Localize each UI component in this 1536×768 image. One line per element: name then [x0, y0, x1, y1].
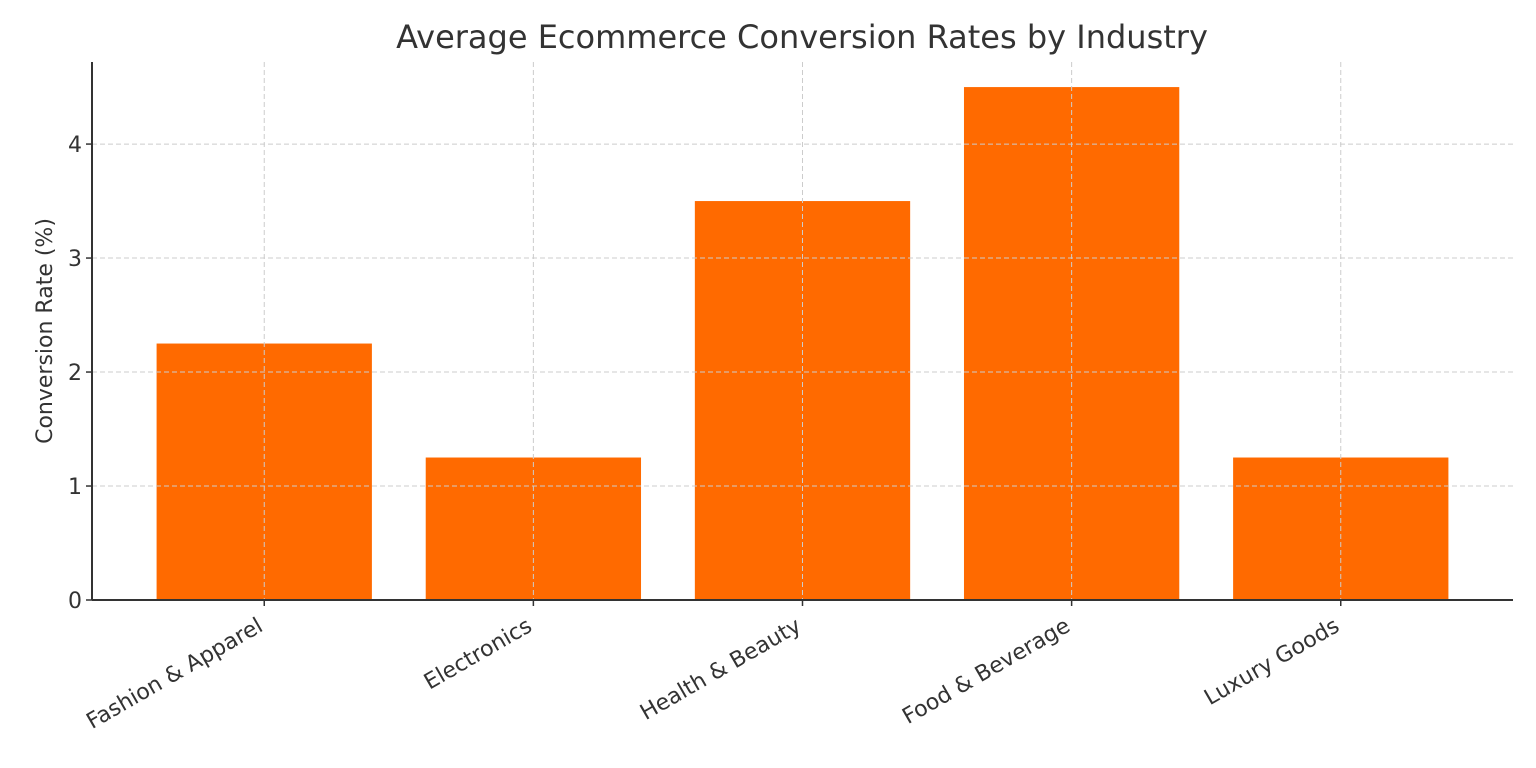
chart-title: Average Ecommerce Conversion Rates by In…: [396, 18, 1208, 56]
x-tick-label: Fashion & Apparel: [83, 614, 268, 735]
x-tick-label: Health & Beauty: [636, 614, 805, 726]
y-axis-label: Conversion Rate (%): [33, 218, 58, 444]
x-tick-label: Luxury Goods: [1200, 614, 1343, 711]
y-tick-label: 1: [68, 475, 82, 500]
y-tick-label: 3: [68, 247, 82, 272]
y-tick-label: 4: [68, 133, 82, 158]
x-tick-label: Electronics: [420, 614, 536, 696]
x-tick-label: Food & Beverage: [898, 614, 1074, 730]
y-tick-label: 2: [68, 361, 82, 386]
y-tick-label: 0: [68, 589, 82, 614]
